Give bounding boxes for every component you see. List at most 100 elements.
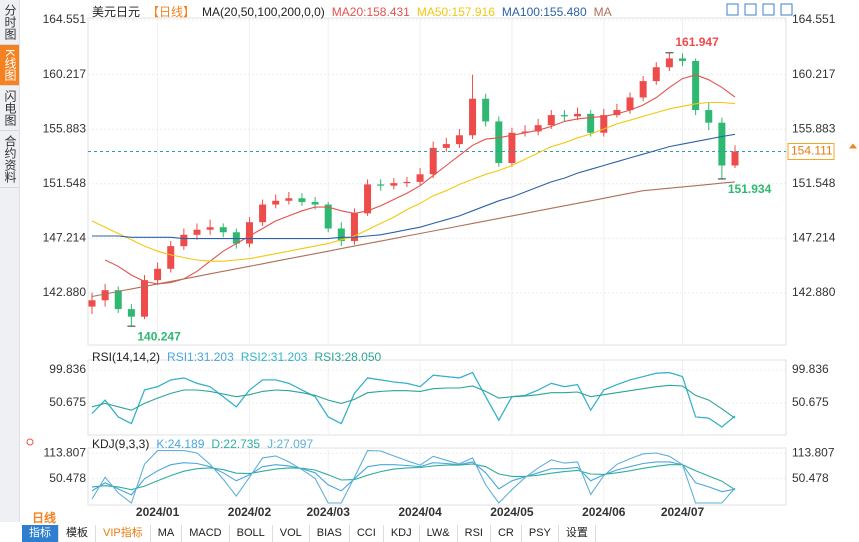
icon[interactable] [780,3,793,16]
candle-body [311,202,319,205]
candle-body [495,121,503,163]
indicator[interactable]: MA(20,50,100,200,0,0) [202,4,325,19]
toolbar-item[interactable]: BOLL [230,525,273,542]
candle-body [167,246,175,269]
period-tab[interactable]: 日线 [32,511,57,525]
legend: RSI(14,14,2) RSI1:31.203 RSI2:31.203 RSI3:… [92,350,381,364]
toolbar-item[interactable]: 指标 [22,525,59,542]
sidebar-tab[interactable]: 合约资料 [0,131,19,189]
y-tick-label: 142.880 [43,285,87,299]
toolbar-icons [726,3,793,16]
y-tick-label: 50.478 [49,471,86,485]
toolbar-item[interactable]: PSY [522,525,559,542]
extreme-label: 151.934 [728,182,772,196]
legend-entry: D:22.735 [211,437,261,451]
last-price-arrow [849,143,857,149]
sidebar: 分时图 K线图 闪电图 合约资料 [0,0,20,522]
legend-entry: MA [593,4,612,19]
candle-body [416,174,424,182]
toolbar-item[interactable]: RSI [458,525,491,542]
x-tick-label: 2024/01 [136,505,180,519]
toolbar: 指标 模板 VIP指标 MA MACD BOLL VOL BIAS CCI KDJ LW& RSI CR… [22,525,596,542]
panel-frame [87,447,787,506]
y-tick-label: 160.217 [792,67,836,81]
candle-body [180,234,188,247]
candle-body [219,227,227,233]
candle-body [193,229,201,235]
toolbar-item[interactable]: KDJ [384,525,420,542]
candle-body [482,98,490,122]
candle-body [508,132,516,163]
icon[interactable] [744,3,757,16]
series-line [91,463,736,491]
candle-body [429,147,437,175]
symbol: 美元日元 [92,5,141,19]
candle-body [403,181,411,184]
candle-body [272,200,280,205]
legend-entry: MA20:158.431 [331,4,410,19]
candle-body [154,268,162,281]
toolbar-item[interactable]: CR [491,525,522,542]
candle-body [534,125,542,132]
y-tick-label: 147.214 [43,231,87,245]
candle-body [390,183,398,186]
candle-body [692,60,700,111]
candle-body [600,115,608,133]
series-line [91,450,736,504]
series-line [91,371,736,428]
y-tick-label: 155.883 [792,121,836,135]
candle-body [88,300,96,307]
candle-body [639,81,647,98]
icon[interactable] [762,3,775,16]
candle-body [377,184,385,186]
sidebar-tab[interactable]: 闪电图 [0,86,19,132]
sidebar-tab[interactable]: 分时图 [0,0,19,45]
candle-body [442,144,450,148]
last-price-box [787,143,835,161]
x-tick-label: 2024/07 [661,505,705,519]
toolbar-item[interactable]: VOL [273,525,310,542]
y-tick-label: 113.807 [44,445,87,459]
extreme-label: 140.247 [137,329,181,343]
candle-body [679,58,687,61]
toolbar-item[interactable]: 模板 [59,525,96,542]
candle-body [560,115,568,117]
candle-body [718,122,726,166]
candle-body [652,67,660,82]
legend: KDJ(9,3,3) K:24.189 D:22.735 J:27.097 [92,437,313,451]
toolbar-item[interactable]: MACD [182,525,230,542]
candle-body [101,290,109,301]
y-tick-label: 164.551 [43,12,87,26]
toolbar-item[interactable]: CCI [350,525,384,542]
y-tick-label: 99.836 [49,362,86,376]
candle-body [705,110,713,123]
candle-body [114,290,122,310]
candle-body [613,110,621,116]
extreme-label: 161.947 [675,35,719,49]
legend-entry: K:24.189 [156,437,205,451]
candle-body [455,135,463,145]
candle-body [364,184,372,214]
icon[interactable] [726,3,739,16]
toolbar-item[interactable]: VIP指标 [96,525,151,542]
toolbar-item[interactable]: MA [151,525,183,542]
legend-entry: RSI3:28.050 [314,350,382,364]
candle-body [206,227,214,230]
legend: 美元日元 【日线】 MA(20,50,100,200,0,0) MA20:158… [92,3,612,20]
legend-entry: RSI1:31.203 [167,350,234,364]
toolbar-item[interactable]: 设置 [559,525,596,542]
y-tick-label: 151.548 [792,176,836,190]
toolbar-item[interactable]: BIAS [310,525,350,542]
candle-body [245,222,253,244]
candle-body [574,113,582,117]
toolbar-item[interactable]: LW& [420,525,458,542]
sidebar-tab[interactable]: K线图 [0,45,19,87]
series-line [91,101,736,262]
x-tick-label: 2024/02 [228,505,272,519]
period[interactable]: 【日线】 [147,5,196,19]
candle-body [337,228,345,242]
series-line [91,181,736,298]
series-line [92,133,736,240]
y-tick-label: 164.551 [792,12,836,26]
